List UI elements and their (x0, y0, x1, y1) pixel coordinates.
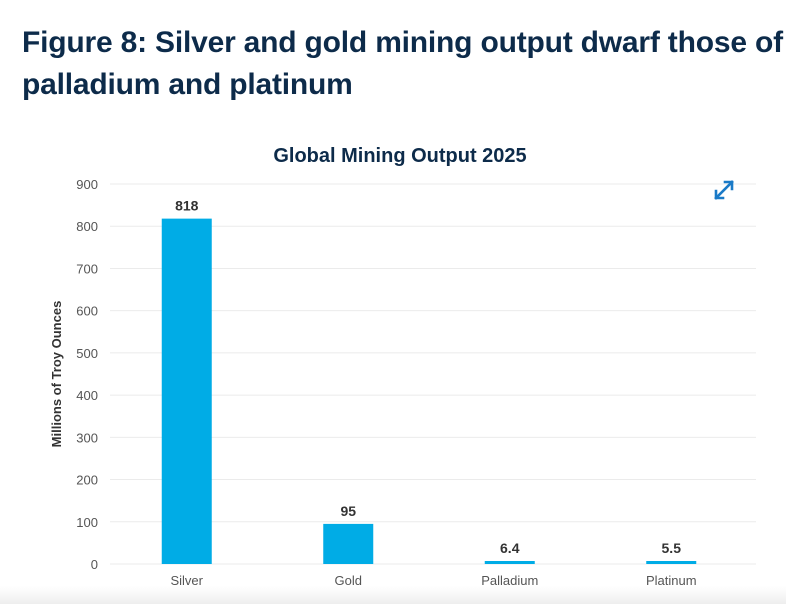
y-tick-label: 600 (76, 304, 98, 319)
bottom-edge (0, 586, 786, 604)
y-tick-label: 700 (76, 261, 98, 276)
bar-platinum (646, 561, 697, 564)
bars (161, 218, 697, 564)
y-tick-label: 400 (76, 388, 98, 403)
data-label: 5.5 (662, 540, 682, 556)
expand-arrows-icon (714, 180, 734, 200)
x-tick-label: Gold (335, 573, 362, 588)
x-tick-label: Platinum (646, 573, 697, 588)
figure-title: Figure 8: Silver and gold mining output … (22, 26, 783, 101)
bar-silver (161, 218, 212, 564)
gridlines (110, 183, 756, 565)
y-tick-label: 100 (76, 515, 98, 530)
y-tick-label: 900 (76, 177, 98, 192)
y-tick-label: 500 (76, 346, 98, 361)
bar-gold (323, 523, 374, 564)
data-label: 95 (340, 503, 356, 519)
y-tick-label: 800 (76, 219, 98, 234)
data-label: 818 (175, 198, 199, 214)
bar-palladium (484, 561, 535, 564)
y-tick-label: 200 (76, 473, 98, 488)
y-tick-label: 0 (91, 557, 98, 572)
expand-chart-button[interactable] (710, 176, 738, 204)
x-axis-ticks: Silver Gold Palladium Platinum (170, 573, 696, 588)
y-axis-label: Millions of Troy Ounces (49, 301, 64, 448)
x-tick-label: Silver (170, 573, 203, 588)
y-tick-label: 300 (76, 430, 98, 445)
chart-title: Global Mining Output 2025 (273, 145, 526, 167)
data-label: 6.4 (500, 540, 520, 556)
x-tick-label: Palladium (481, 573, 538, 588)
data-labels: 818 95 6.4 5.5 (175, 198, 681, 556)
y-axis-ticks: 0 100 200 300 400 500 600 700 800 900 (76, 177, 98, 572)
